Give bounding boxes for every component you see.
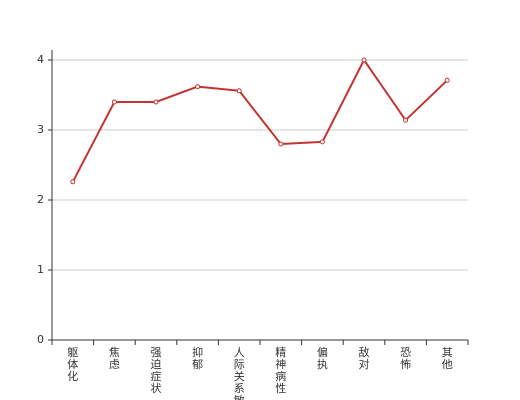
line [71,59,448,183]
x-tick-label: 强迫症状 [150,346,162,395]
y-tick-label: 0 [37,333,44,346]
x-tick-label: 抑郁 [192,346,204,371]
x-tick-label: 敌对 [358,346,370,371]
y-tick-label: 2 [37,193,44,206]
point [195,84,201,90]
point [111,99,117,105]
point [361,57,367,63]
x-tick-label: 偏执 [316,346,328,371]
point [70,179,76,185]
x-tick-label: 人际关系敏感 [233,346,245,400]
point [444,77,450,83]
x-tick-label: 精神病性 [275,346,287,395]
x-tick-label: 恐怖 [400,346,412,371]
y-tick-label: 4 [37,53,44,66]
point [236,88,242,94]
x-tick-label: 其他 [441,346,453,371]
point [319,139,325,145]
x-tick-label: 焦虑 [108,346,120,371]
point [153,99,159,105]
point [278,141,284,147]
y-tick-label: 1 [37,263,44,276]
y-tick-label: 3 [37,123,44,136]
point [403,117,409,123]
x-tick-label: 躯体化 [67,346,79,383]
